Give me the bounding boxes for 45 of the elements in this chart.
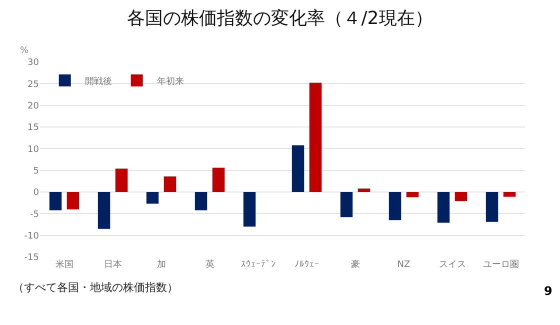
bar [66, 192, 80, 210]
text: （すべて各国・地域の株価指数） [13, 281, 178, 294]
x-tick-label: 豪 [350, 259, 360, 270]
x-tick-label: 加 [156, 259, 166, 270]
bar [340, 192, 353, 218]
x-tick-label: ユーロ圏 [482, 259, 519, 270]
x-tick-label: ﾉﾙｳｪｰ [294, 260, 320, 270]
y-tick-label: 15 [28, 123, 39, 134]
legend-label: 年初来 [156, 76, 184, 87]
y-axis-title: % [20, 46, 29, 56]
bar [292, 145, 304, 192]
bar [406, 192, 419, 198]
bar [437, 192, 450, 223]
bar [49, 192, 62, 210]
bar [146, 192, 159, 204]
bar [115, 168, 128, 192]
y-tick-label: 30 [28, 58, 40, 68]
y-tick-label: 0 [33, 188, 40, 198]
bar [309, 82, 322, 192]
bar [212, 168, 225, 192]
bar [388, 192, 402, 220]
bar [503, 192, 516, 197]
x-tick-label: 米国 [55, 259, 74, 270]
y-tick-label: -5 [30, 210, 39, 220]
y-tick-label: 5 [33, 166, 39, 176]
y-tick-label: -10 [24, 231, 40, 242]
x-tick-label: 英 [205, 259, 214, 270]
bar [486, 192, 498, 222]
text: 9 [544, 284, 552, 298]
x-tick-label: 日本 [104, 259, 122, 270]
bar [194, 192, 208, 210]
chart-title: 各国の株価指数の変化率（４/2現在） [127, 8, 433, 29]
y-tick-label: 25 [28, 80, 39, 90]
x-tick-label: NZ [397, 260, 410, 270]
legend-label: 開戦後 [84, 76, 112, 87]
y-tick-label: -15 [24, 253, 39, 264]
x-tick-label: スイス [438, 260, 466, 270]
y-tick-label: 10 [28, 144, 40, 155]
bar [454, 192, 468, 202]
bar [164, 176, 176, 192]
bar [98, 192, 110, 229]
x-tick-label: ｽｳｪｰﾃﾞﾝ [240, 259, 276, 270]
y-tick-label: 20 [28, 101, 40, 112]
bar [358, 188, 370, 192]
bar [243, 192, 256, 227]
